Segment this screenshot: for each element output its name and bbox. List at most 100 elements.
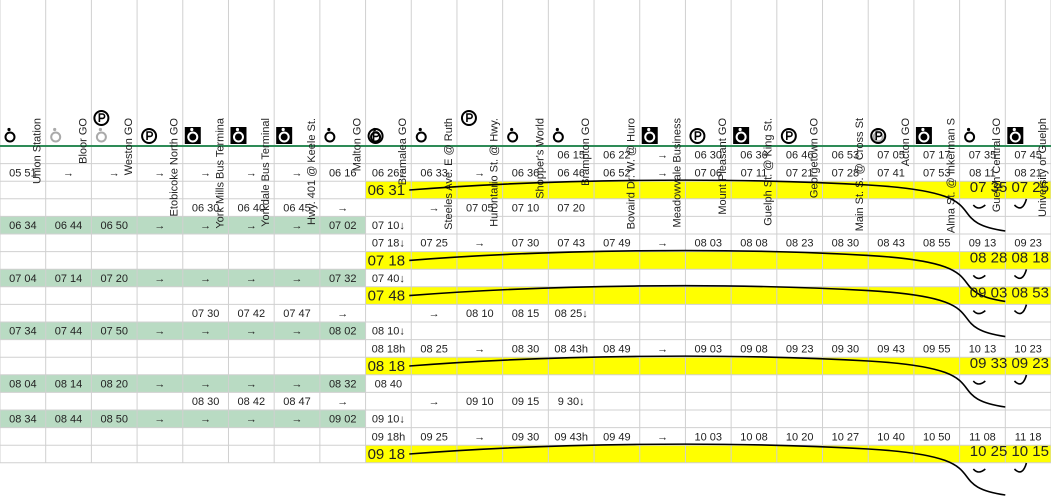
accessible-icon bbox=[53, 127, 57, 132]
time-cell: 07 04 bbox=[9, 273, 37, 285]
time-cell: 06 40 bbox=[238, 203, 266, 215]
time-cell: 09 13 bbox=[969, 238, 997, 250]
parking-icon bbox=[93, 110, 110, 126]
time-cell: 06 46 bbox=[786, 150, 814, 162]
time-cell: 07 30 bbox=[192, 308, 220, 320]
time-cell: → bbox=[246, 414, 257, 426]
time-cell: 06 22 bbox=[603, 150, 631, 162]
station-name: Etobicoke North GO bbox=[169, 118, 181, 217]
time-cell: 08 14 bbox=[55, 379, 83, 391]
time-cell: 07 10 bbox=[512, 203, 540, 215]
time-cell: 07 14 bbox=[55, 273, 83, 285]
parking-icon bbox=[98, 113, 106, 122]
accessible-icon bbox=[415, 131, 427, 143]
time-cell: → bbox=[246, 220, 257, 232]
time-cell: → bbox=[200, 326, 211, 338]
time-cell: → bbox=[657, 343, 668, 355]
time-cell: 07 32 bbox=[329, 273, 357, 285]
time-cell: 06 53 bbox=[832, 150, 860, 162]
highlight-time: 06 31 bbox=[368, 182, 406, 199]
time-cell: 07 50 bbox=[100, 326, 128, 338]
time-cell: 09 25 bbox=[420, 431, 448, 443]
time-cell: 09 23 bbox=[786, 343, 814, 355]
time-cell: 08 25 bbox=[420, 343, 448, 355]
time-cell: 07 47 bbox=[283, 308, 311, 320]
time-cell: 08 30 bbox=[512, 343, 540, 355]
station-name: Bloor GO bbox=[77, 118, 89, 164]
time-cell: → bbox=[657, 167, 668, 179]
time-cell: 07 17 bbox=[923, 150, 951, 162]
time-cell: 07 53 bbox=[923, 167, 951, 179]
accessible-icon bbox=[555, 127, 559, 132]
parking-icon bbox=[367, 128, 384, 144]
station-name: Acton GO bbox=[900, 118, 912, 167]
time-cell: → bbox=[154, 379, 165, 391]
time-cell: 10 23 bbox=[1014, 343, 1042, 355]
time-cell: → bbox=[292, 379, 303, 391]
time-cell: 08 43h bbox=[554, 343, 588, 355]
station-name: Georgetown GO bbox=[808, 118, 820, 199]
time-cell: → bbox=[246, 326, 257, 338]
time-cell: 07 10↓ bbox=[372, 220, 405, 232]
yellow-band bbox=[365, 445, 1051, 463]
time-cell: → bbox=[292, 167, 303, 179]
time-cell: → bbox=[292, 220, 303, 232]
time-cell: → bbox=[246, 167, 257, 179]
station-name: Weston GO bbox=[123, 118, 135, 176]
parking-icon bbox=[141, 128, 158, 144]
time-cell: 08 02 bbox=[329, 326, 357, 338]
parking-icon bbox=[466, 113, 473, 122]
accessible-icon bbox=[644, 131, 656, 143]
hand-drawn-line bbox=[409, 355, 1006, 408]
station-name: Bovaird Dr. W. @ Huro bbox=[626, 118, 638, 229]
time-cell: → bbox=[246, 379, 257, 391]
time-cell: 09 10↓ bbox=[372, 414, 405, 426]
hand-drawn-arrow bbox=[972, 374, 1028, 385]
accessible-icon bbox=[324, 131, 336, 143]
parking-icon bbox=[780, 128, 797, 144]
time-cell: → bbox=[154, 220, 165, 232]
time-cell: 08 20 bbox=[100, 379, 128, 391]
time-cell: 09 43h bbox=[554, 431, 588, 443]
accessible-icon bbox=[507, 131, 519, 143]
time-cell: 06 36 bbox=[512, 167, 540, 179]
time-cell: 08 34 bbox=[9, 414, 37, 426]
time-cell: 09 03 bbox=[695, 343, 723, 355]
accessible-icon bbox=[4, 131, 16, 143]
time-cell: 08 15 bbox=[512, 308, 540, 320]
parking-icon bbox=[870, 128, 887, 144]
time-cell: 06 15 bbox=[557, 150, 585, 162]
time-cell: 07 42 bbox=[238, 308, 266, 320]
time-cell: 09 49 bbox=[603, 431, 631, 443]
parking-icon bbox=[786, 131, 793, 140]
hand-drawn-line bbox=[409, 249, 1006, 303]
accessible-icon bbox=[918, 131, 930, 143]
station-name: Steeles Ave. E @ Ruth bbox=[443, 118, 455, 230]
accessible-icon bbox=[647, 127, 651, 132]
time-cell: → bbox=[200, 379, 211, 391]
time-cell: → bbox=[292, 326, 303, 338]
time-cell: 10 20 bbox=[786, 431, 814, 443]
station-name: Brampton GO bbox=[580, 118, 592, 186]
time-cell: 09 08 bbox=[740, 343, 768, 355]
time-cell: 08 50 bbox=[100, 414, 128, 426]
time-cell: → bbox=[657, 238, 668, 250]
handwritten-note: 09 03 08 53 bbox=[970, 285, 1049, 302]
time-cell: 08 21 bbox=[1014, 167, 1042, 179]
accessible-icon bbox=[7, 127, 11, 132]
accessible-icon bbox=[418, 127, 422, 132]
time-cell: 08 10↓ bbox=[372, 326, 405, 338]
time-cell: → bbox=[292, 414, 303, 426]
time-cell: 08 23 bbox=[786, 238, 814, 250]
station-name: University of Guelph bbox=[1037, 118, 1049, 217]
yellow-band bbox=[365, 357, 1051, 375]
station-name: Hwy. 401 @ Keele St. bbox=[306, 118, 318, 225]
station-name: Union Station bbox=[32, 118, 44, 184]
time-cell: 08 30 bbox=[832, 238, 860, 250]
time-cell: → bbox=[154, 273, 165, 285]
parking-icon bbox=[146, 131, 154, 140]
time-cell: 09 02 bbox=[329, 414, 357, 426]
time-cell: → bbox=[474, 238, 485, 250]
time-cell: 06 34 bbox=[9, 220, 37, 232]
time-cell: 06 33 bbox=[420, 167, 448, 179]
